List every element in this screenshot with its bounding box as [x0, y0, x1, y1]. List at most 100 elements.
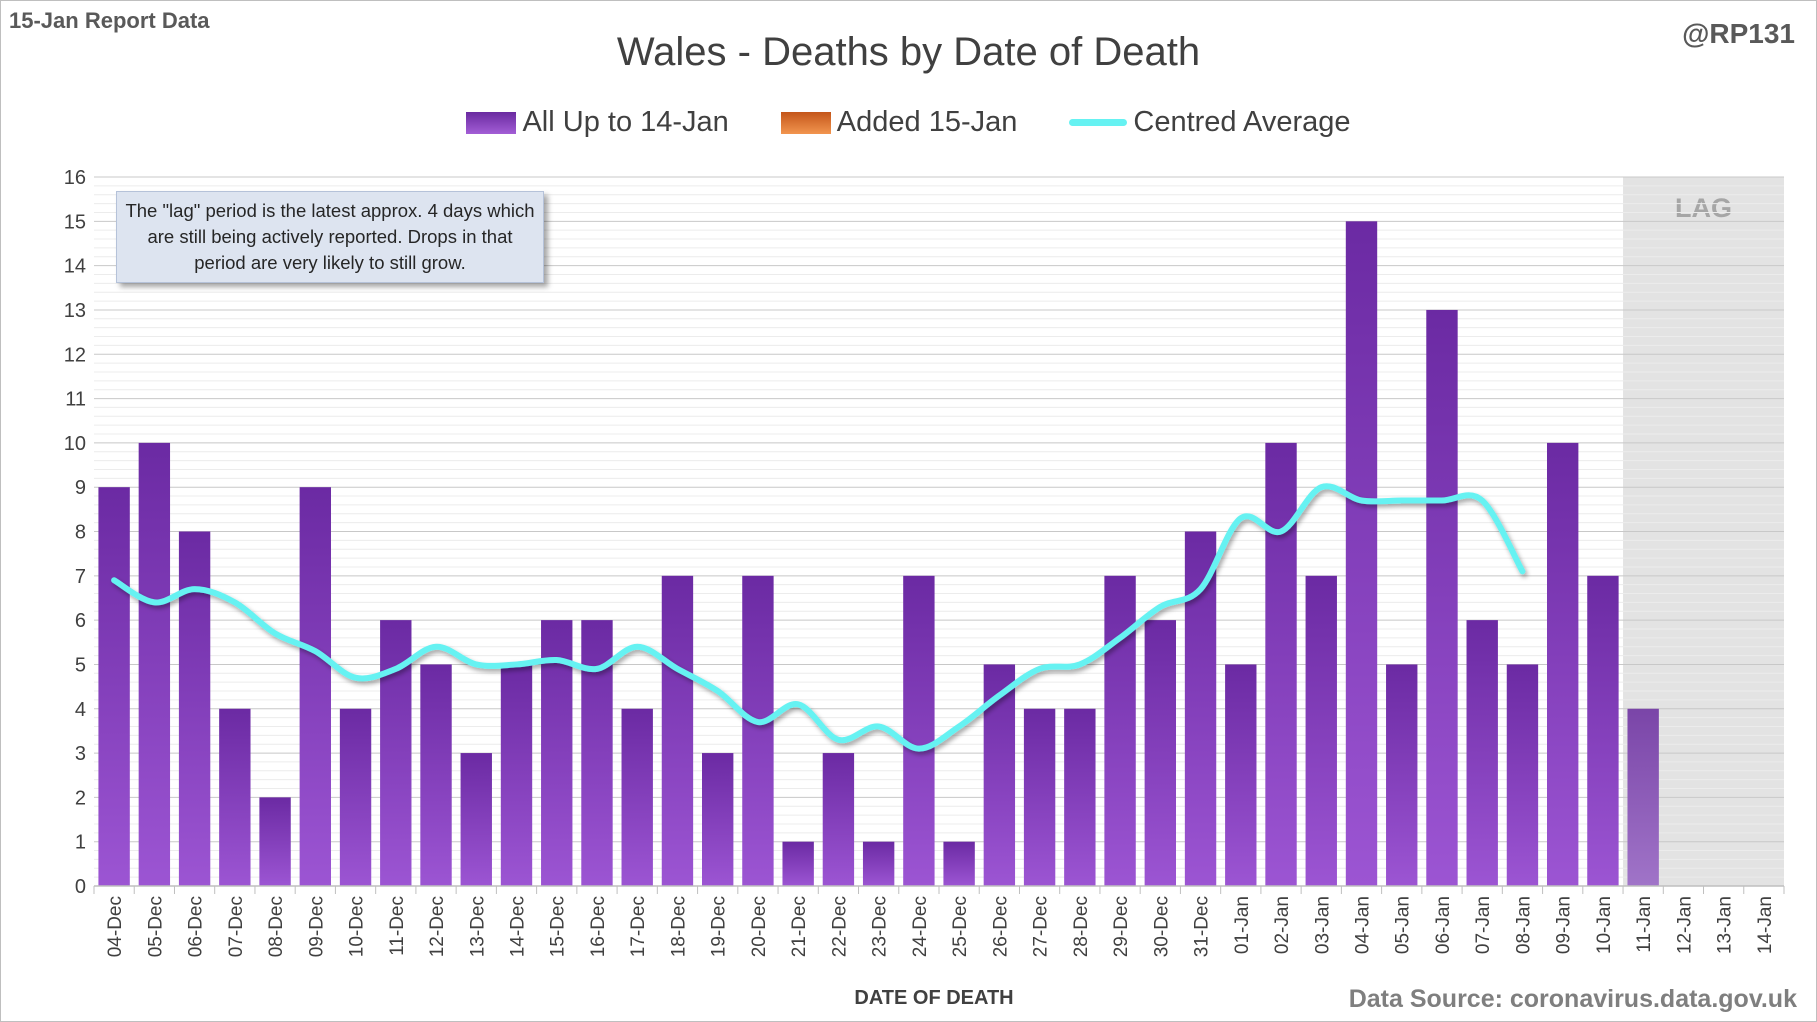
bar-07-Jan: [1466, 620, 1498, 886]
chart-title: Wales - Deaths by Date of Death: [616, 30, 1201, 74]
x-tick-label: 24-Dec: [910, 896, 931, 957]
data-source: Data Source: coronavirus.data.gov.uk: [1348, 985, 1797, 1013]
x-tick-label: 29-Dec: [1111, 896, 1132, 957]
x-tick-label: 19-Dec: [709, 896, 730, 957]
bar-10-Dec: [339, 708, 372, 886]
report-date-label: 15-Jan Report Data: [9, 8, 210, 33]
author-handle: @RP131: [1682, 18, 1795, 49]
legend-label-average: Centred Average: [1133, 106, 1351, 138]
bar-05-Dec: [138, 442, 171, 886]
x-tick-label: 27-Dec: [1031, 896, 1052, 957]
bar-06-Dec: [178, 531, 211, 886]
x-tick-label: 07-Dec: [226, 896, 247, 957]
y-tick-label: 6: [75, 610, 86, 632]
x-tick-label: 11-Jan: [1634, 896, 1655, 953]
bar-28-Dec: [1064, 708, 1096, 886]
x-tick-label: 25-Dec: [950, 896, 971, 957]
y-tick-label: 10: [64, 433, 86, 455]
x-tick-label: 20-Dec: [749, 896, 770, 957]
y-tick-label: 13: [64, 300, 86, 322]
bar-22-Dec: [822, 753, 855, 886]
y-tick-label: 2: [75, 787, 86, 809]
chart-legend: All Up to 14-Jan Added 15-Jan Centred Av…: [0, 106, 1817, 139]
x-tick-label: 01-Jan: [1232, 896, 1253, 954]
lag-explanation-note: The "lag" period is the latest approx. 4…: [116, 191, 544, 283]
y-tick-label: 7: [75, 566, 86, 588]
y-tick-label: 4: [75, 699, 86, 721]
y-tick-label: 15: [64, 211, 86, 233]
bar-29-Dec: [1104, 575, 1136, 886]
x-tick-label: 14-Dec: [508, 896, 529, 957]
bar-25-Dec: [943, 841, 975, 886]
x-tick-label: 09-Dec: [306, 896, 327, 957]
x-tick-label: 12-Jan: [1674, 896, 1695, 954]
x-tick-label: 07-Jan: [1473, 896, 1494, 954]
bar-04-Jan: [1345, 221, 1378, 886]
bar-16-Dec: [581, 620, 613, 886]
x-tick-label: 15-Dec: [548, 896, 569, 957]
bar-17-Dec: [621, 708, 653, 886]
y-tick-label: 8: [75, 522, 86, 544]
legend-item-all[interactable]: All Up to 14-Jan: [466, 106, 729, 139]
legend-item-average[interactable]: Centred Average: [1069, 106, 1351, 139]
x-tick-label: 04-Dec: [105, 896, 126, 957]
bar-09-Jan: [1546, 442, 1579, 886]
y-tick-label: 3: [75, 743, 86, 765]
x-tick-label: 03-Jan: [1312, 896, 1333, 954]
y-tick-label: 16: [64, 167, 86, 189]
bar-24-Dec: [903, 575, 935, 886]
y-tick-label: 14: [64, 256, 86, 278]
x-tick-label: 06-Jan: [1433, 896, 1454, 954]
x-tick-label: 18-Dec: [668, 896, 689, 957]
x-tick-label: 11-Dec: [387, 896, 408, 956]
legend-swatch-average: [1069, 119, 1128, 126]
x-tick-label: 05-Dec: [145, 896, 166, 957]
bar-23-Dec: [862, 841, 895, 886]
bar-20-Dec: [742, 575, 774, 886]
bar-30-Dec: [1144, 620, 1177, 886]
x-axis-title: DATE OF DEATH: [854, 987, 1013, 1009]
y-tick-label: 5: [75, 654, 86, 676]
x-tick-label: 30-Dec: [1151, 896, 1172, 957]
bar-05-Jan: [1386, 664, 1418, 886]
x-tick-label: 23-Dec: [870, 896, 891, 957]
bar-19-Dec: [701, 753, 734, 886]
x-tick-label: 10-Dec: [347, 896, 368, 957]
bar-12-Dec: [420, 664, 452, 886]
lag-label: LAG: [1675, 193, 1732, 223]
x-tick-label: 26-Dec: [990, 896, 1011, 957]
centred-average-line: [111, 483, 1526, 752]
bar-27-Dec: [1023, 708, 1056, 886]
x-tick-label: 14-Jan: [1755, 896, 1776, 954]
bar-14-Dec: [500, 664, 533, 886]
legend-item-added[interactable]: Added 15-Jan: [780, 106, 1018, 139]
x-tick-label: 05-Jan: [1393, 896, 1414, 954]
legend-label-added: Added 15-Jan: [836, 106, 1018, 138]
y-tick-label: 1: [75, 832, 86, 854]
x-tick-label: 02-Jan: [1272, 896, 1293, 954]
x-tick-label: 12-Dec: [427, 896, 448, 957]
x-tick-label: 08-Jan: [1513, 896, 1534, 954]
x-tick-label: 21-Dec: [789, 896, 810, 957]
bar-04-Dec: [98, 487, 130, 886]
bar-11-Jan: [1627, 708, 1659, 886]
x-tick-label: 10-Jan: [1594, 896, 1615, 954]
x-tick-label: 04-Jan: [1353, 896, 1374, 954]
y-tick-label: 11: [65, 389, 86, 411]
legend-label-all: All Up to 14-Jan: [522, 106, 729, 138]
x-tick-label: 13-Dec: [467, 896, 488, 957]
x-tick-label: 06-Dec: [186, 896, 207, 957]
bar-03-Jan: [1305, 575, 1337, 886]
x-tick-label: 22-Dec: [829, 896, 850, 957]
x-tick-label: 13-Jan: [1715, 896, 1736, 954]
bar-08-Jan: [1506, 664, 1539, 886]
y-tick-label: 9: [75, 477, 86, 499]
x-tick-label: 09-Jan: [1554, 896, 1575, 954]
bar-21-Dec: [782, 841, 814, 886]
x-tick-label: 16-Dec: [588, 896, 609, 957]
legend-swatch-all: [466, 111, 517, 134]
bar-18-Dec: [661, 575, 694, 886]
bar-13-Dec: [460, 753, 492, 886]
y-tick-label: 0: [75, 876, 86, 898]
bar-10-Jan: [1587, 575, 1619, 886]
